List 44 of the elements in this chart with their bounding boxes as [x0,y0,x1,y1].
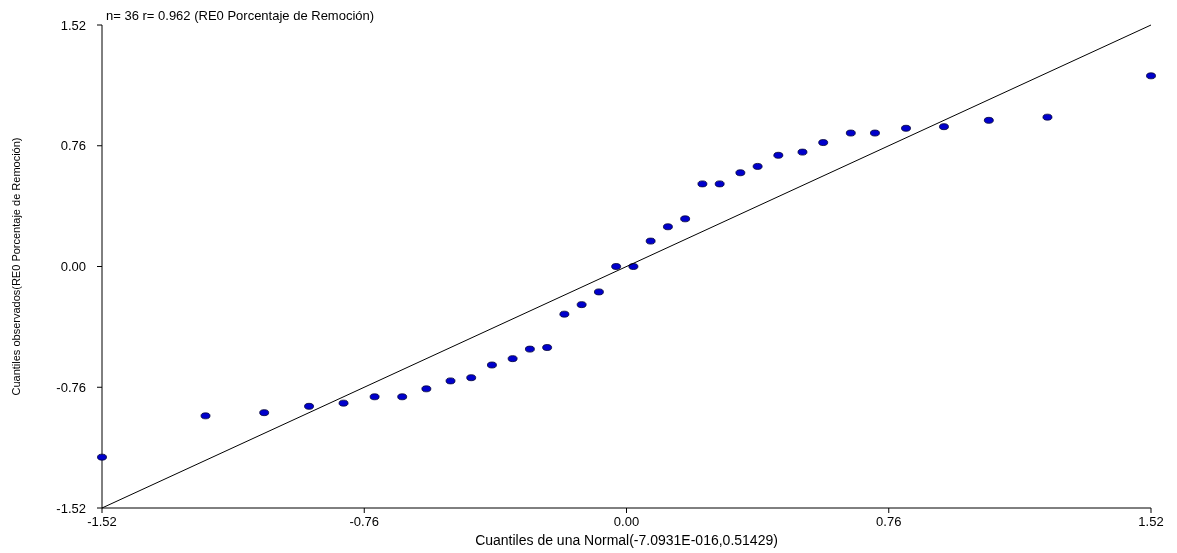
y-tick-label: 1.52 [60,17,86,33]
point [680,215,691,223]
point [773,151,784,159]
point [939,123,949,131]
point [507,355,518,363]
chart-title: n= 36 r= 0.962 (RE0 Porcentaje de Remoción) [106,8,375,23]
point [1146,72,1156,80]
y-tick-label: -1.52 [56,500,86,516]
y-tick-label: 0.00 [60,259,86,274]
point [663,223,673,231]
point [845,129,856,137]
point [576,301,587,309]
x-tick-label: -0.76 [349,514,380,529]
point [445,377,456,385]
point [697,180,708,188]
point [524,345,535,353]
point [645,237,656,245]
point [200,412,211,420]
point [97,453,107,461]
x-tick-label: -1.52 [87,514,117,529]
x-tick-label: 0.00 [613,514,640,529]
point [983,116,994,124]
y-axis-title: Cuantiles observados(RE0 Porcentaje de Remoción) [10,137,22,396]
point [466,374,477,382]
point [735,169,746,177]
y-tick-label: -0.76 [56,379,86,395]
point [594,288,604,296]
x-tick-label: 1.52 [1138,514,1164,529]
point [304,402,314,410]
point [397,393,408,401]
point [714,180,725,188]
point [1042,113,1053,121]
point [259,409,270,417]
point [487,361,497,369]
point [559,310,570,318]
point [421,385,432,393]
point [797,148,808,156]
point [870,129,880,137]
y-tick-label: 0.76 [60,138,86,154]
point [338,399,349,407]
x-tick-label: 0.76 [876,514,902,529]
point [369,393,380,401]
point [901,124,911,132]
x-axis-title: Cuantiles de una Normal(-7.0931E-016,0.51429) [475,532,778,548]
